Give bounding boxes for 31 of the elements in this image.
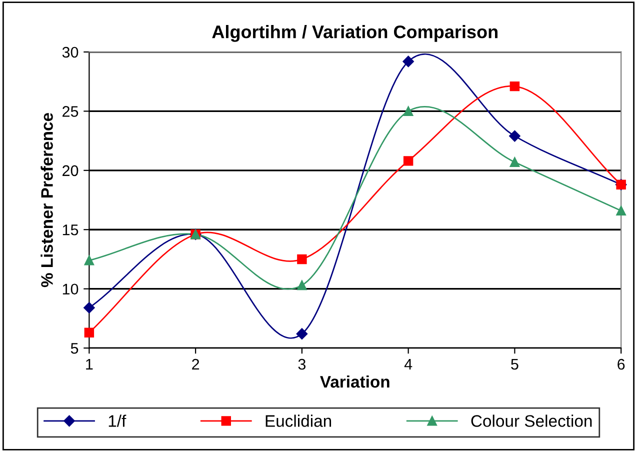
y-tick-label: 5 [70,343,78,354]
x-tick-label: 5 [511,359,518,370]
legend-label: Euclidian [266,414,332,427]
point [296,328,308,340]
y-tick-label: 30 [62,46,78,58]
point [402,56,414,68]
y-tick-label: 25 [62,106,78,117]
x-tick-label: 6 [618,358,625,370]
point [84,328,94,338]
x-axis-title: Variation [320,375,390,388]
point [510,157,520,167]
x-tick-label: 3 [298,358,306,370]
x-tick-label: 4 [404,359,412,370]
point [509,130,520,142]
point [403,106,414,116]
point [297,280,307,290]
x-tick-label: 2 [192,358,200,370]
chart-title: Algortihm / Variation Comparison [212,25,498,42]
y-tick-label: 15 [62,224,78,236]
point [84,256,94,266]
point [510,81,520,92]
point [297,254,307,264]
point [403,156,414,166]
x-tick-label: 1 [86,359,93,370]
y-tick-label: 20 [62,165,78,176]
point [616,206,626,216]
y-axis-title: % Listener Preference [40,113,53,288]
legend-label: 1/f [108,414,126,427]
point [84,302,95,314]
legend-label: Colour Selection [471,414,592,427]
y-tick-label: 10 [62,284,78,295]
